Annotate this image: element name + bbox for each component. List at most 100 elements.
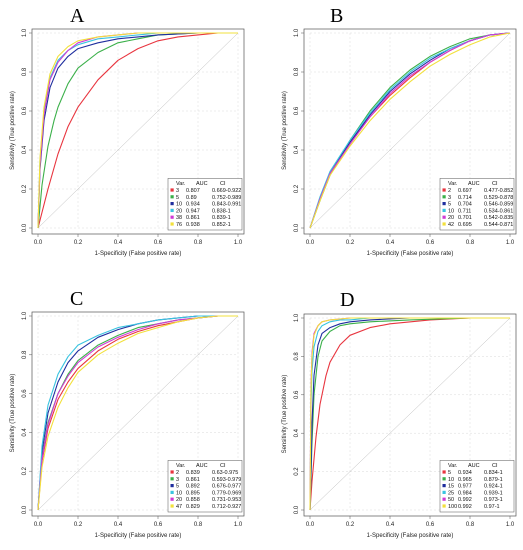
legend-auc: 0.892 (186, 484, 200, 490)
legend-var: 2 (448, 188, 451, 194)
diagonal-reference (309, 32, 511, 229)
legend-auc: 0.714 (458, 195, 472, 201)
legend-auc: 0.965 (458, 477, 472, 483)
panel-letter: A (70, 5, 85, 27)
x-tick-label: 0.4 (386, 240, 395, 246)
legend-box (439, 460, 515, 513)
diagonal-reference (37, 315, 239, 511)
roc-curve-var-47 (37, 315, 238, 511)
legend-var: 10 (448, 477, 454, 483)
roc-curve-var-20 (309, 32, 511, 229)
chart-panel-c: C 0.0 0.2 0.4 0.6 0.8 1.0 0.0 0.2 0.4 0.6 0.8 1.0 1-S… (10, 288, 245, 539)
x-tick-label: 0.6 (154, 240, 163, 246)
legend-var: 10 (448, 208, 454, 214)
x-tick-label: 0.0 (306, 522, 315, 528)
legend-swatch (442, 490, 446, 494)
legend-ci: 0.712-0.927 (212, 504, 241, 510)
legend-swatch (170, 484, 174, 488)
y-axis-title: Sensitivity (True positive rate) (10, 374, 16, 453)
legend-auc: 0.895 (186, 490, 200, 496)
legend-swatch (442, 202, 446, 206)
legend-auc: 0.695 (458, 222, 472, 228)
y-tick-label: 0.8 (294, 352, 300, 361)
x-tick-label: 0.6 (426, 240, 435, 246)
x-tick-label: 0.4 (114, 522, 123, 528)
x-tick-label: 0.4 (114, 240, 123, 246)
legend-var: 50 (448, 497, 454, 503)
roc-curve-var-5 (309, 317, 510, 511)
x-tick-label: 0.0 (34, 240, 43, 246)
x-tick-label: 1.0 (234, 522, 243, 528)
legend-header-ci: CI (492, 181, 498, 187)
legend-swatch (442, 484, 446, 488)
chart-panel-b: B 0.0 0.2 0.4 0.6 0.8 1.0 0.0 0.2 0.4 0.6 0.8 1.0 1-S… (282, 5, 517, 257)
x-tick-label: 1.0 (234, 240, 243, 246)
legend-ci: 0.593-0.979 (212, 477, 241, 483)
legend-auc: 0.829 (186, 504, 200, 510)
legend-ci: 0.63-0.975 (212, 470, 238, 476)
y-tick-label: 0.4 (294, 428, 300, 437)
legend-header-ci: CI (220, 463, 226, 469)
legend-var: 3 (448, 195, 451, 201)
x-tick-label: 0.6 (154, 522, 163, 528)
legend: Var. AUC CI 3 0.807 0.669-0.922 5 0.89 0.752-0.9… (167, 178, 243, 231)
legend-header-auc: AUC (196, 181, 208, 187)
legend-ci: 0.676-0.977 (212, 484, 241, 490)
y-tick-label: 0.6 (294, 106, 300, 115)
legend-auc: 0.934 (458, 470, 472, 476)
legend: Var. AUC CI 2 0.839 0.63-0.975 3 0.861 0.593-0.9… (167, 460, 243, 513)
legend-swatch (170, 497, 174, 501)
y-tick-label: 1.0 (22, 311, 28, 320)
x-tick-label: 0.2 (346, 240, 355, 246)
legend-swatch (170, 195, 174, 199)
legend-ci: 0.97-1 (484, 504, 500, 510)
legend-header-ci: CI (220, 181, 226, 187)
legend-swatch (170, 208, 174, 212)
legend-auc: 0.947 (186, 208, 200, 214)
legend-auc: 0.89 (186, 195, 197, 201)
y-tick-label: 0.6 (22, 106, 28, 115)
plot-frame (31, 28, 245, 235)
legend-swatch (442, 504, 446, 508)
legend-var: 10 (176, 202, 182, 208)
legend-var: 100 (448, 504, 457, 510)
chart-panel-a: A 0.0 0.2 0.4 0.6 0.8 1.0 0.0 0.2 0.4 0.6 0.8 1.0 1-S… (10, 5, 245, 257)
legend-header-auc: AUC (196, 463, 208, 469)
legend-ci: 0.731-0.953 (212, 497, 241, 503)
legend-var: 5 (176, 484, 179, 490)
y-tick-label: 0.0 (294, 223, 300, 232)
x-tick-label: 0.0 (34, 522, 43, 528)
x-tick-label: 0.6 (426, 522, 435, 528)
legend: Var. AUC CI 2 0.697 0.477-0.852 3 0.714 0.529-0.… (439, 178, 515, 231)
x-tick-label: 0.2 (346, 522, 355, 528)
legend-ci: 0.542-0.835 (484, 215, 513, 221)
plot-frame (31, 311, 245, 517)
legend-swatch (170, 490, 174, 494)
legend-ci: 0.752-0.989 (212, 195, 241, 201)
legend-ci: 0.843-0.991 (212, 202, 241, 208)
legend-header-var: Var. (176, 463, 186, 469)
panel-letter: B (330, 5, 343, 27)
diagonal-reference (309, 317, 511, 511)
y-tick-label: 0.4 (22, 428, 28, 437)
x-tick-label: 0.8 (194, 522, 203, 528)
legend-box (167, 460, 243, 513)
legend-auc: 0.938 (186, 222, 200, 228)
chart-panel-d: D 0.0 0.2 0.4 0.6 0.8 1.0 0.0 0.2 0.4 0.6 0.8 1.0 1-S… (282, 289, 517, 539)
plot-frame (303, 313, 517, 517)
legend-auc: 0.992 (458, 497, 472, 503)
y-tick-label: 0.2 (22, 466, 28, 475)
y-tick-label: 0.6 (22, 389, 28, 398)
y-tick-label: 0.8 (22, 67, 28, 76)
x-axis-title: 1-Specificity (False positive rate) (367, 251, 454, 257)
x-tick-label: 1.0 (506, 522, 515, 528)
legend-swatch (170, 188, 174, 192)
legend-ci: 0.939-1 (484, 490, 503, 496)
legend-header-var: Var. (448, 181, 458, 187)
x-tick-label: 0.8 (466, 240, 475, 246)
legend-box (167, 178, 243, 231)
y-tick-label: 0.0 (22, 223, 28, 232)
x-tick-label: 0.4 (386, 522, 395, 528)
legend-var: 47 (176, 504, 182, 510)
x-axis-title: 1-Specificity (False positive rate) (95, 251, 182, 257)
